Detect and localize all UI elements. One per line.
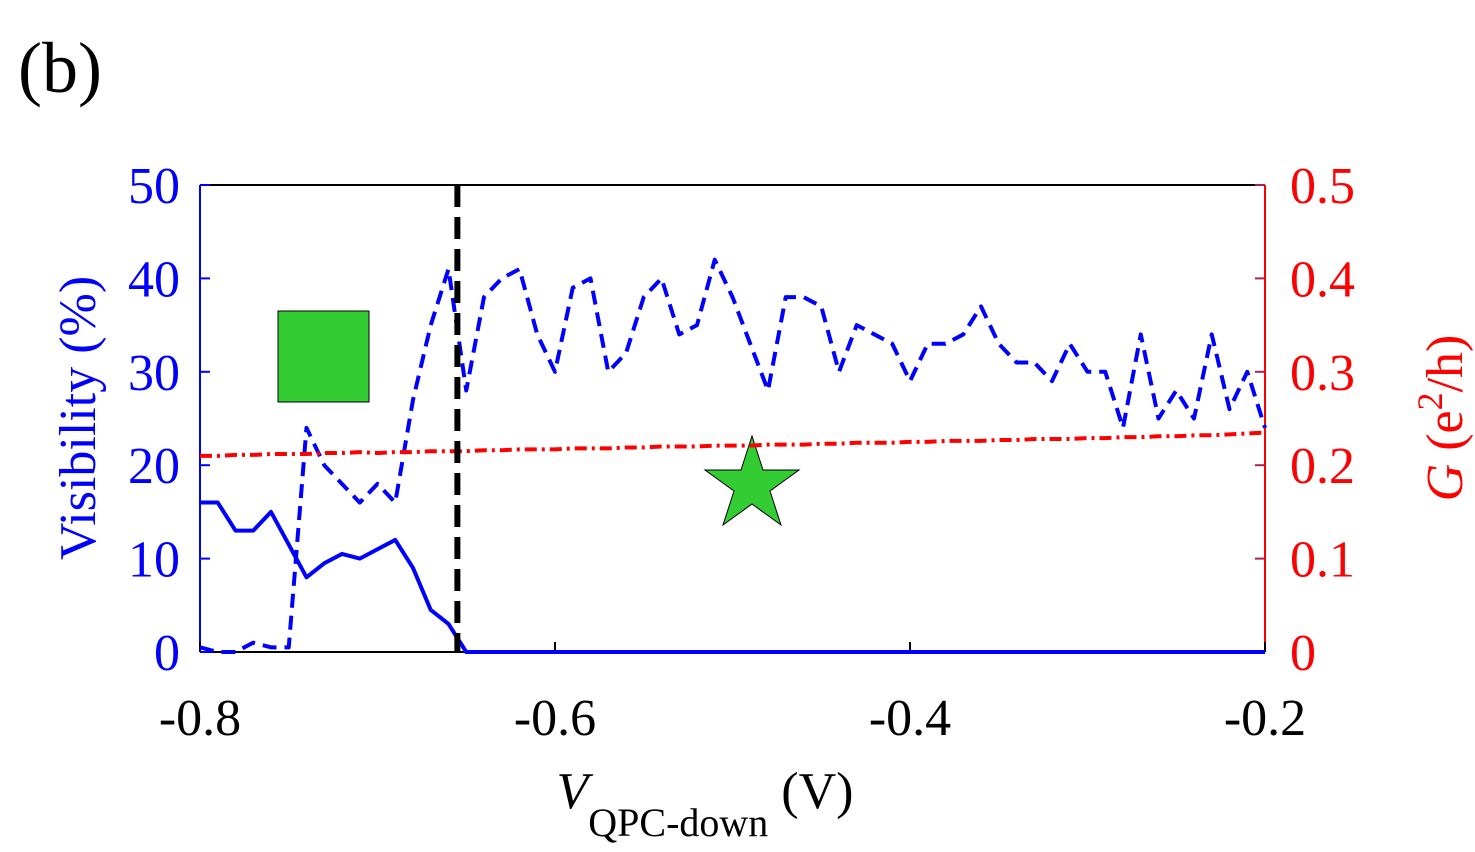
y2-tick-label: 0.2 [1290,438,1355,495]
y-tick-label: 40 [128,251,180,308]
panel-label: (b) [18,28,102,108]
x-tick-label: -0.8 [159,690,241,747]
y-tick-label: 50 [128,158,180,215]
data-line [200,500,1265,654]
y-tick-label: 10 [128,532,180,589]
y-tick-label: 0 [154,625,180,682]
y2-axis-label: G (e2/h) [1410,335,1474,502]
square-marker [277,310,370,403]
y2-tick-label: 0.3 [1290,345,1355,402]
y-tick-label: 30 [128,345,180,402]
x-tick-label: -0.2 [1224,690,1306,747]
y2-tick-label: 0.4 [1290,251,1355,308]
y-axis-label: Visibility (%) [50,276,107,560]
y2-tick-label: 0 [1290,625,1316,682]
y2-tick-label: 0.5 [1290,158,1355,215]
data-line [199,257,1267,654]
y2-tick-label: 0.1 [1290,532,1355,589]
y-tick-label: 20 [128,438,180,495]
star-marker [703,434,801,527]
x-axis-label: VQPC-down (V) [557,763,854,845]
x-tick-label: -0.6 [514,690,596,747]
data-line [200,430,1266,458]
x-tick-label: -0.4 [869,690,951,747]
